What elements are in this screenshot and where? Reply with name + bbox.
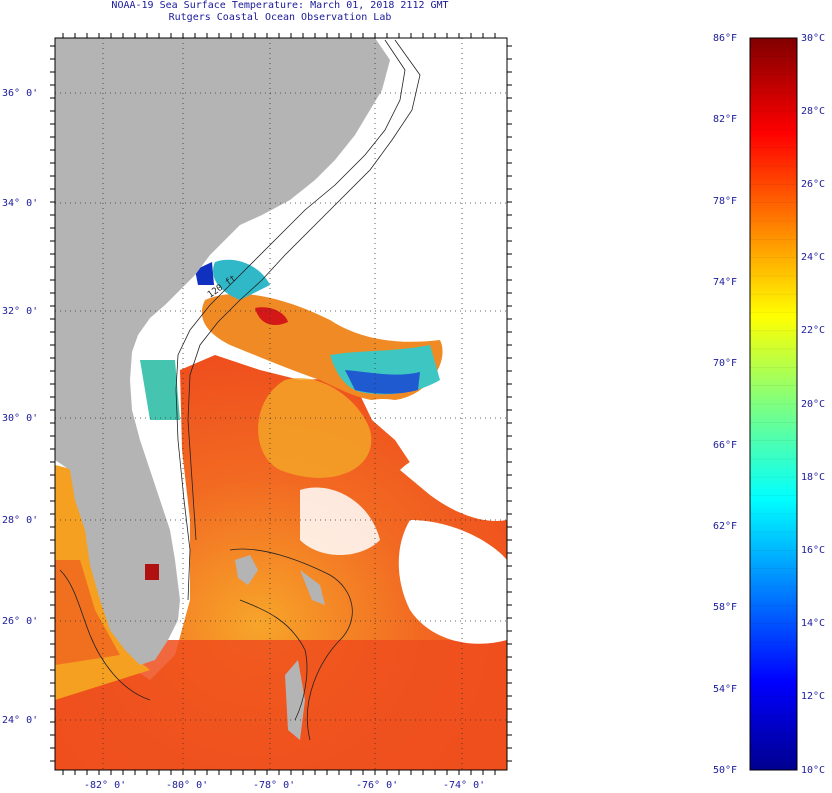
cb-c-12: 12°C — [801, 691, 825, 702]
lon-label-82: -82° 0' — [84, 780, 126, 791]
land-mass — [55, 38, 390, 665]
cb-f-86: 86°F — [713, 33, 737, 44]
lon-label-74: -74° 0' — [443, 780, 485, 791]
colorbar-bands — [750, 55, 797, 753]
map-title: NOAA-19 Sea Surface Temperature: March 0… — [111, 0, 449, 11]
cb-f-66: 66°F — [713, 440, 737, 451]
lat-label-26: 26° 0' — [2, 616, 38, 627]
cb-f-78: 78°F — [713, 196, 737, 207]
lon-label-80: -80° 0' — [166, 780, 208, 791]
cb-f-70: 70°F — [713, 358, 737, 369]
lat-label-32: 32° 0' — [2, 306, 38, 317]
cb-f-58: 58°F — [713, 602, 737, 613]
cb-c-22: 22°C — [801, 325, 825, 336]
cb-f-62: 62°F — [713, 521, 737, 532]
cb-c-24: 24°C — [801, 252, 825, 263]
cb-c-14: 14°C — [801, 618, 825, 629]
cb-f-82: 82°F — [713, 114, 737, 125]
cb-c-16: 16°C — [801, 545, 825, 556]
cb-c-10: 10°C — [801, 765, 825, 776]
map-ticks — [50, 33, 512, 775]
cb-f-50: 50°F — [713, 765, 737, 776]
lat-label-36: 36° 0' — [2, 88, 38, 99]
lon-label-76: -76° 0' — [356, 780, 398, 791]
cb-f-54: 54°F — [713, 684, 737, 695]
cb-c-20: 20°C — [801, 399, 825, 410]
lat-label-24: 24° 0' — [2, 715, 38, 726]
lat-label-28: 28° 0' — [2, 515, 38, 526]
cb-c-30: 30°C — [801, 33, 825, 44]
isobath-contours — [59, 39, 421, 741]
map-subtitle: Rutgers Coastal Ocean Observation Lab — [168, 12, 392, 23]
cb-f-74: 74°F — [713, 277, 737, 288]
graticule — [55, 38, 507, 770]
lat-label-34: 34° 0' — [2, 198, 38, 209]
lat-label-30: 30° 0' — [2, 413, 38, 424]
lon-label-78: -78° 0' — [253, 780, 295, 791]
map-frame: 120 ft — [55, 38, 507, 770]
cb-c-18: 18°C — [801, 472, 825, 483]
colorbar — [749, 37, 798, 771]
cb-c-26: 26°C — [801, 179, 825, 190]
cb-c-28: 28°C — [801, 106, 825, 117]
